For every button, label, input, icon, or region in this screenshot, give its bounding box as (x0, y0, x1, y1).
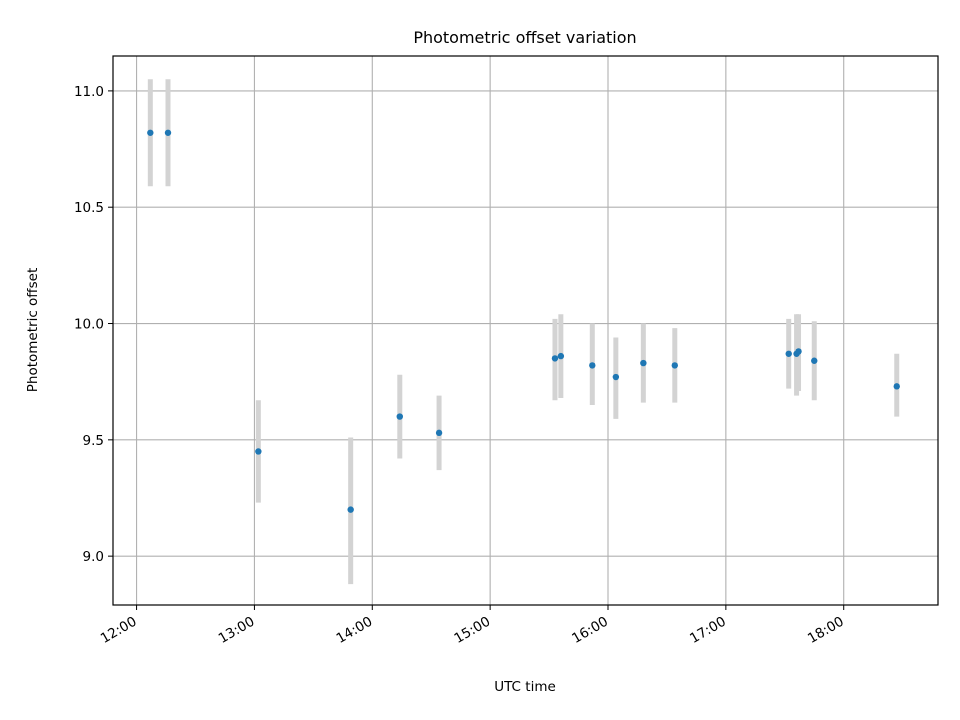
y-tick-label: 9.0 (83, 549, 104, 565)
x-tick-label: 17:00 (687, 614, 729, 647)
data-point (785, 350, 792, 357)
data-point (255, 448, 262, 455)
data-point (396, 413, 403, 420)
x-tick-label: 15:00 (451, 614, 493, 647)
data-point (164, 129, 172, 136)
y-tick-label: 11.0 (74, 84, 104, 100)
x-tick-label: 18:00 (805, 614, 847, 647)
x-axis-label: UTC time (494, 679, 556, 695)
data-points (147, 129, 900, 513)
y-tick-label: 10.0 (74, 317, 104, 333)
data-point (612, 373, 620, 381)
y-axis-label: Photometric offset (25, 268, 41, 392)
y-axis-ticks: 9.0 9.5 10.0 10.5 11.0 (74, 84, 113, 565)
plot-frame (112, 55, 939, 606)
data-point (551, 355, 559, 362)
data-point (640, 359, 647, 367)
data-point (589, 362, 596, 369)
x-tick-label: 12:00 (98, 614, 140, 647)
x-axis-ticks: 12:00 13:00 14:00 15:00 16:00 17:00 18:00 (98, 605, 847, 647)
y-tick-label: 10.5 (74, 200, 104, 216)
data-point (811, 357, 818, 364)
data-point (147, 129, 154, 136)
data-point (795, 348, 802, 355)
error-bars (147, 79, 900, 585)
data-point (671, 362, 678, 369)
data-point (893, 383, 900, 390)
x-tick-label: 14:00 (334, 614, 376, 647)
data-point (347, 506, 354, 513)
x-tick-label: 16:00 (569, 614, 611, 647)
data-point (557, 352, 565, 360)
chart-title: Photometric offset variation (413, 28, 636, 47)
data-point (435, 429, 443, 437)
y-tick-label: 9.5 (83, 433, 104, 449)
x-tick-label: 13:00 (216, 614, 258, 647)
